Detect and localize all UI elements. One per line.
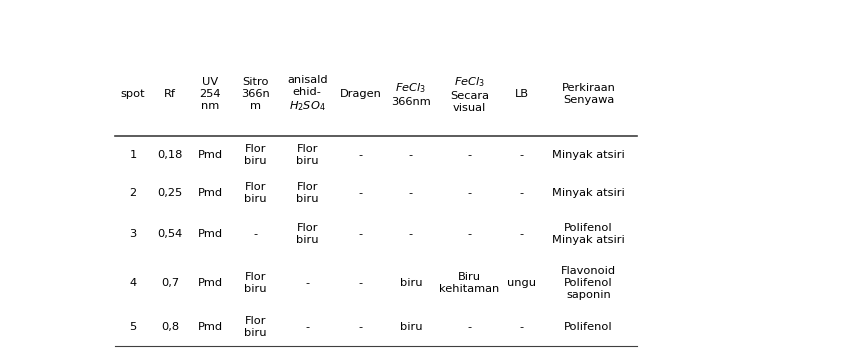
Text: Flor
biru: Flor biru [244,316,267,339]
Text: Flor
biru: Flor biru [244,182,267,204]
Text: -: - [519,150,524,160]
Text: Rf: Rf [164,89,176,99]
Text: 0,8: 0,8 [161,323,179,332]
Text: Perkiraan
Senyawa: Perkiraan Senyawa [562,83,615,105]
Text: -: - [305,278,309,288]
Text: 0,54: 0,54 [157,229,182,239]
Text: Biru
kehitaman: Biru kehitaman [440,272,499,294]
Text: Dragen: Dragen [340,89,382,99]
Text: Sitro
366n
m: Sitro 366n m [241,77,270,111]
Text: -: - [359,323,363,332]
Text: Pmd: Pmd [198,278,223,288]
Text: Flavonoid
Polifenol
saponin: Flavonoid Polifenol saponin [561,266,616,300]
Text: Flor
biru: Flor biru [244,144,267,166]
Text: $FeCl_3$
366nm: $FeCl_3$ 366nm [391,81,431,107]
Text: 2: 2 [130,188,137,198]
Text: -: - [359,150,363,160]
Text: ungu: ungu [507,278,536,288]
Text: $FeCl_3$
Secara
visual: $FeCl_3$ Secara visual [450,75,489,113]
Text: 1: 1 [130,150,137,160]
Text: Flor
biru: Flor biru [296,144,319,166]
Text: LB: LB [514,89,529,99]
Text: Polifenol: Polifenol [564,323,613,332]
Text: biru: biru [400,323,422,332]
Text: 4: 4 [130,278,137,288]
Text: -: - [409,150,413,160]
Text: Flor
biru: Flor biru [244,272,267,294]
Text: -: - [409,188,413,198]
Text: -: - [409,229,413,239]
Text: 0,7: 0,7 [161,278,179,288]
Text: Polifenol
Minyak atsiri: Polifenol Minyak atsiri [552,223,625,245]
Text: 0,25: 0,25 [157,188,182,198]
Text: -: - [519,229,524,239]
Text: 3: 3 [130,229,137,239]
Text: -: - [519,188,524,198]
Text: -: - [467,323,472,332]
Text: Flor
biru: Flor biru [296,182,319,204]
Text: Minyak atsiri: Minyak atsiri [552,150,625,160]
Text: -: - [467,229,472,239]
Text: anisald
ehid-
$H_2SO_4$: anisald ehid- $H_2SO_4$ [287,75,327,113]
Text: -: - [359,278,363,288]
Text: Minyak atsiri: Minyak atsiri [552,188,625,198]
Text: -: - [359,229,363,239]
Text: UV
254
nm: UV 254 nm [200,77,221,111]
Text: biru: biru [400,278,422,288]
Text: -: - [359,188,363,198]
Text: -: - [519,323,524,332]
Text: Flor
biru: Flor biru [296,223,319,245]
Text: Pmd: Pmd [198,229,223,239]
Text: 5: 5 [130,323,137,332]
Text: Pmd: Pmd [198,323,223,332]
Text: Pmd: Pmd [198,188,223,198]
Text: Pmd: Pmd [198,150,223,160]
Text: -: - [467,188,472,198]
Text: -: - [467,150,472,160]
Text: -: - [305,323,309,332]
Text: 0,18: 0,18 [157,150,182,160]
Text: spot: spot [121,89,145,99]
Text: -: - [253,229,257,239]
